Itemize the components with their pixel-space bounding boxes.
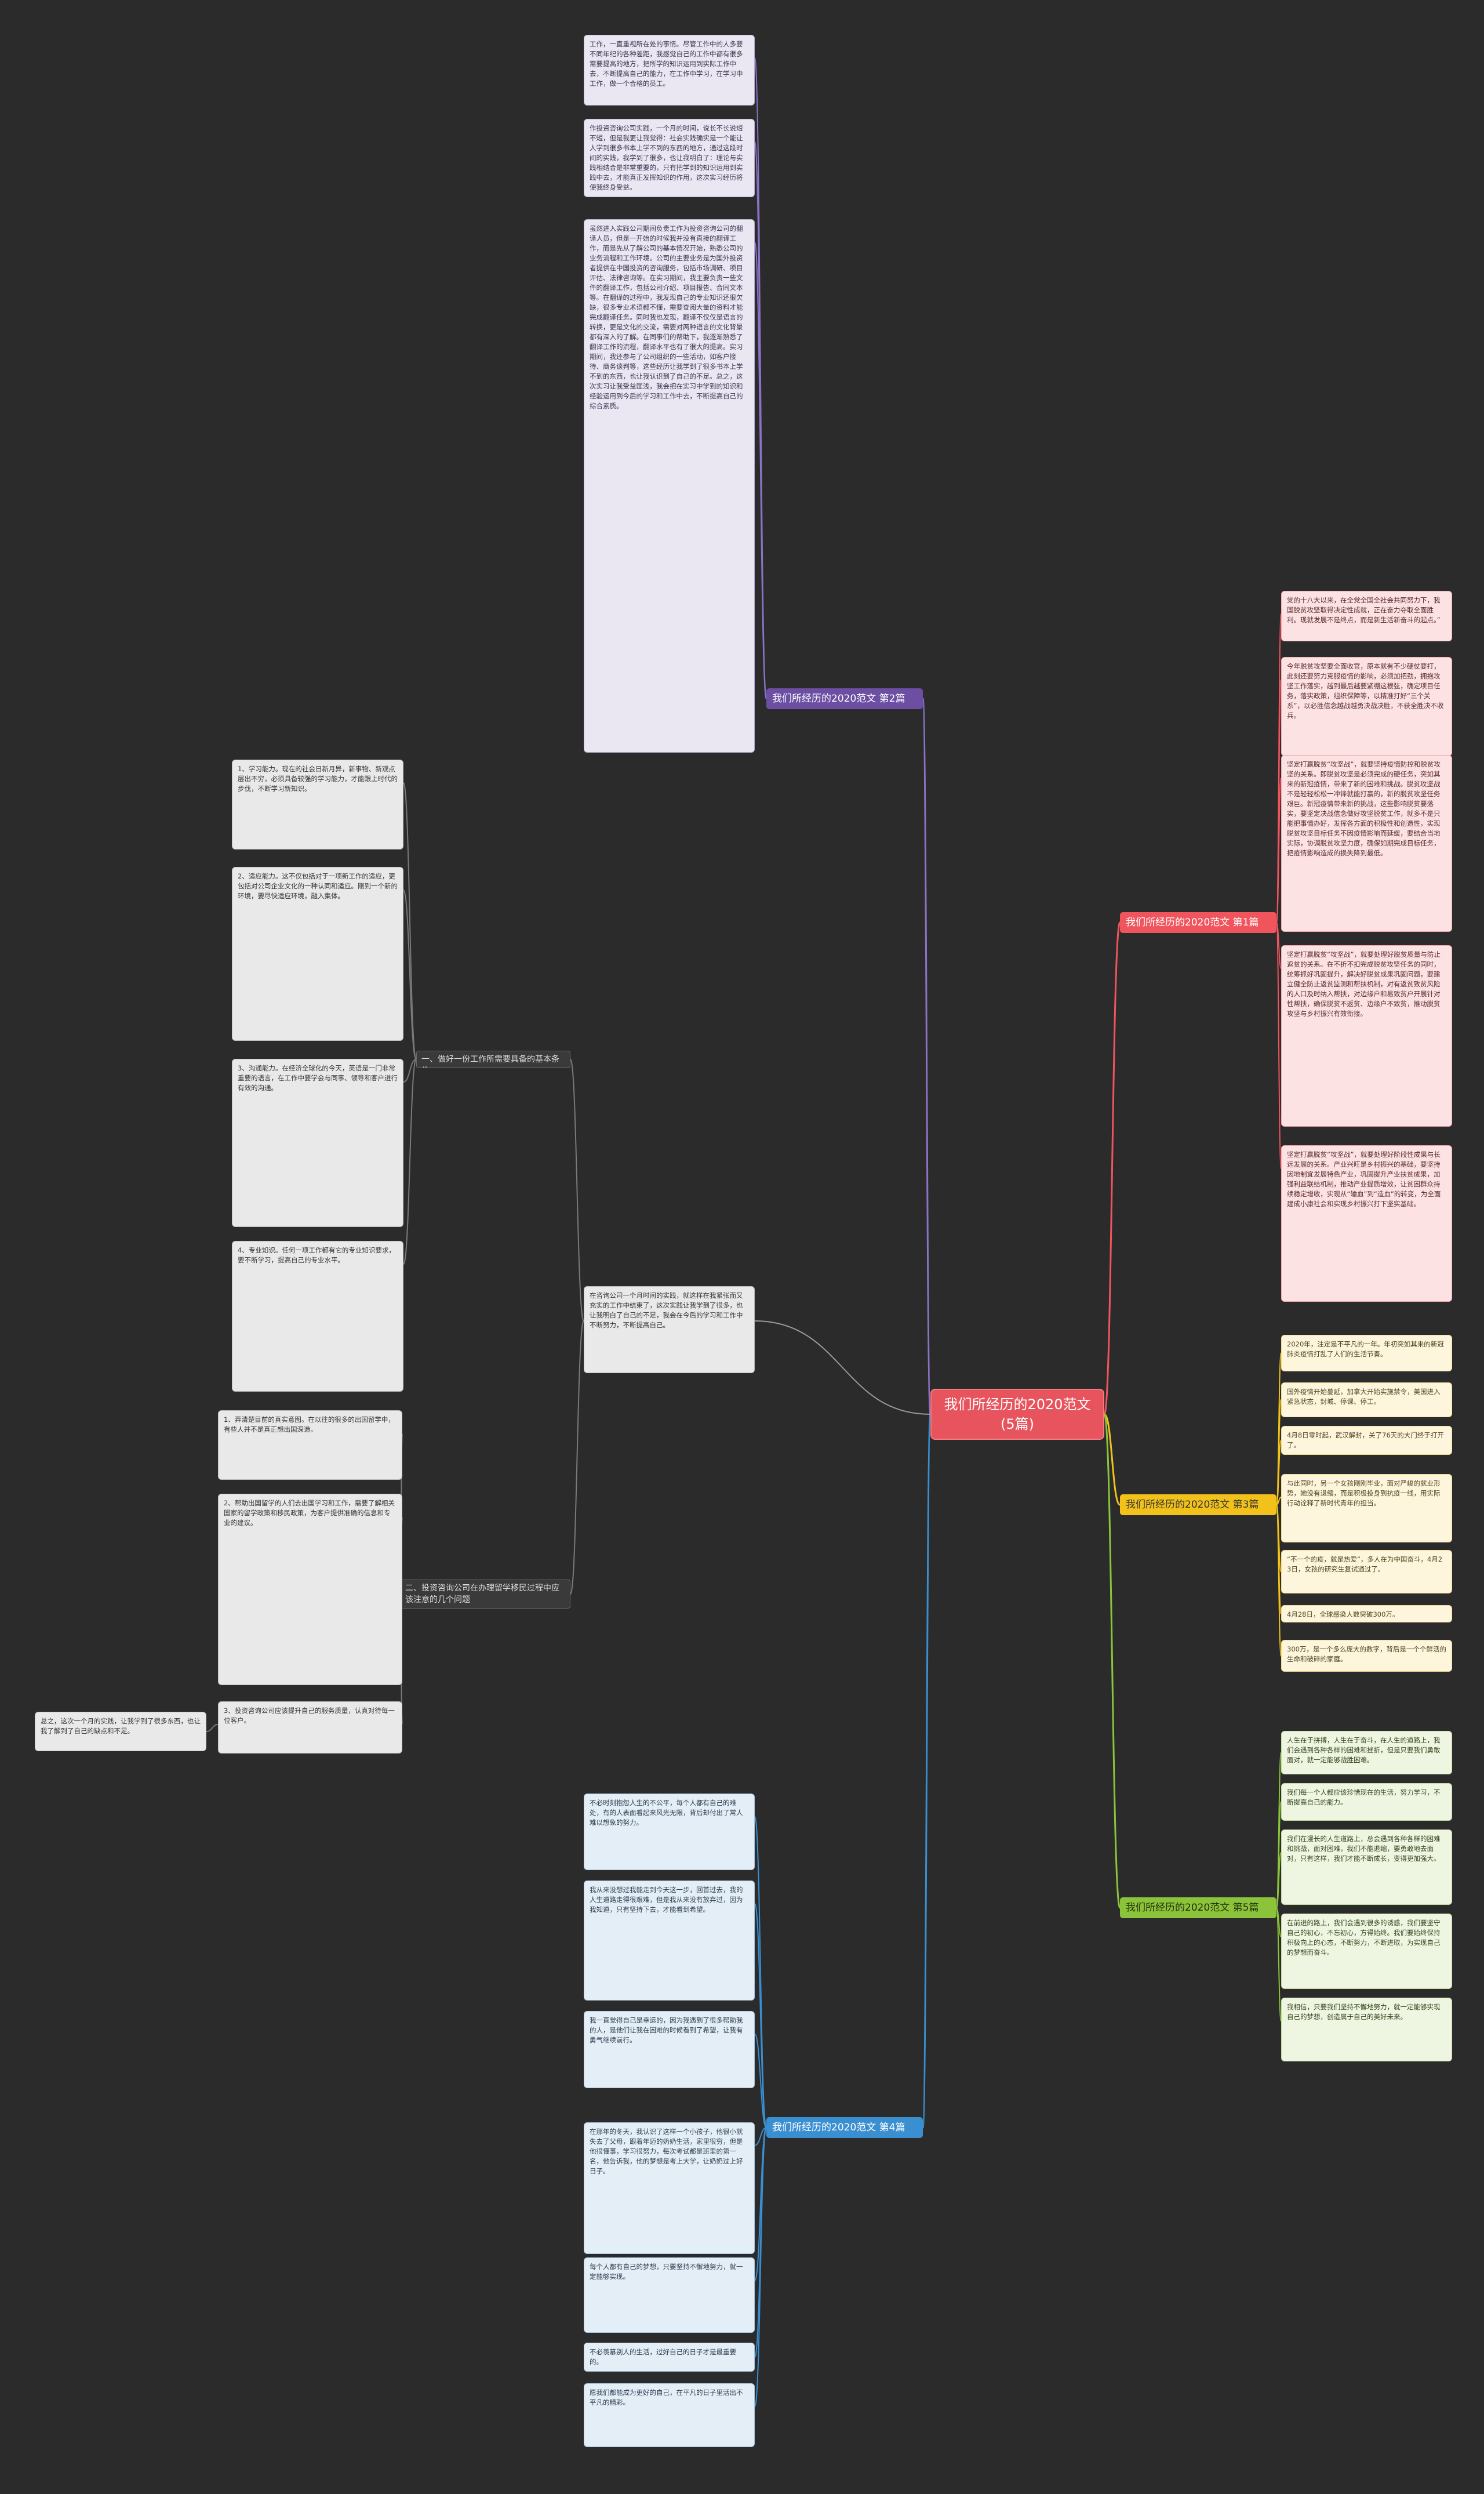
branch-4-leaf: 愿我们都能成为更好的自己，在平凡的日子里活出不平凡的精彩。 <box>584 2383 755 2447</box>
branch-1-leaf: 党的十八大以来，在全党全国全社会共同努力下，我国脱贫攻坚取得决定性成就，正在奋力… <box>1281 591 1452 641</box>
branch-3-leaf: 2020年，注定是不平凡的一年。年初突如其来的新冠肺炎疫情打乱了人们的生活节奏。 <box>1281 1335 1452 1371</box>
link <box>403 782 417 1060</box>
link <box>403 1059 417 1265</box>
link <box>1103 1413 1121 1506</box>
branch-5-leaf: 人生在于拼搏，人生在于奋斗，在人生的道路上，我们会遇到各种各样的困难和挫折，但是… <box>1281 1731 1452 1774</box>
link <box>754 2034 767 2128</box>
branch-1-leaf: 坚定打赢脱贫“攻坚战”，就要处理好脱贫质量与防止返贫的关系。在不折不扣完成脱贫攻… <box>1281 945 1452 1127</box>
left-sub-1-leaf: 1、学习能力。现在的社会日新月异，新事物、新观点层出不穷，必须具备较强的学习能力… <box>232 760 403 850</box>
link <box>1103 1413 1121 1909</box>
branch-1-leaf: 坚定打赢脱贫“攻坚战”，就要处理好阶段性成果与长远发展的关系。产业兴旺是乡村振兴… <box>1281 1145 1452 1302</box>
branch-1-leaf: 坚定打赢脱贫“攻坚战”，就要坚持疫情防控和脱贫攻坚的关系。即脱贫攻坚是必须完成的… <box>1281 755 1452 932</box>
branch-4-leaf: 我从来没想过我能走到今天这一步，回首过去，我的人生道路走得很艰难，但是我从来没有… <box>584 1881 755 2001</box>
left-sub-1-leaf: 2、适应能力。这不仅包括对于一项新工作的适应，更包括对公司企业文化的一种认同和适… <box>232 867 403 1041</box>
branch-3[interactable]: 我们所经历的2020范文 第3篇 <box>1120 1494 1276 1515</box>
branch-5-leaf: 我相信，只要我们坚持不懈地努力，就一定能够实现自己的梦想，创造属于自己的美好未来… <box>1281 1998 1452 2061</box>
link <box>1276 922 1282 969</box>
left-main-text: 在咨询公司一个月时间的实践，就这样在我紧张而又充实的工作中结束了，这次实践让我学… <box>584 1286 755 1373</box>
branch-2[interactable]: 我们所经历的2020范文 第2篇 <box>766 688 923 709</box>
link <box>1276 778 1282 923</box>
link <box>206 1724 219 1732</box>
branch-4-leaf: 我一直觉得自己是幸运的，因为我遇到了很多帮助我的人，是他们让我在困难的时候看到了… <box>584 2011 755 2088</box>
left-sub-1-leaf: 4、专业知识。任何一项工作都有它的专业知识要求，要不断学习，提高自己的专业水平。 <box>232 1241 403 1392</box>
branch-5[interactable]: 我们所经历的2020范文 第5篇 <box>1120 1897 1276 1918</box>
link <box>403 1059 417 1083</box>
root-node[interactable]: 我们所经历的2020范文(5篇) <box>930 1389 1104 1440</box>
branch-4-leaf: 在那年的冬天，我认识了这样一个小孩子，他很小就失去了父母，跟着年迈的奶奶生活，家… <box>584 2122 755 2254</box>
branch-3-leaf: 4月28日，全球感染人数突破300万。 <box>1281 1605 1452 1622</box>
branch-5-leaf: 在前进的路上，我们会遇到很多的诱惑，我们要坚守自己的初心，不忘初心，方得始终。我… <box>1281 1914 1452 1989</box>
link <box>403 890 417 1060</box>
branch-1-leaf: 今年脱贫攻坚要全面收官，原本就有不少硬仗要打，此刻还要努力克服疫情的影响，必须加… <box>1281 657 1452 756</box>
link <box>754 2127 767 2407</box>
link <box>1276 1497 1282 1505</box>
left-sub-2-leaf: 2、帮助出国留学的人们去出国学习和工作，需要了解相关国家的留学政策和移民政策，为… <box>218 1494 402 1685</box>
branch-3-leaf: 300万，是一个多么庞大的数字，背后是一个个鲜活的生命和破碎的家庭。 <box>1281 1640 1452 1672</box>
link <box>1276 922 1282 1169</box>
link <box>754 141 767 699</box>
link <box>754 2127 767 2146</box>
branch-3-leaf: “不一个的疫，就是热爱”，多人在为中国奋斗，4月23日，女孩的研究生复试通过了。 <box>1281 1550 1452 1593</box>
branch-4-leaf: 不必时刻抱怨人生的不公平，每个人都有自己的难处，有的人表面看起来风光无限，背后却… <box>584 1794 755 1870</box>
link <box>754 1320 931 1415</box>
link <box>570 1320 584 1595</box>
link <box>922 698 932 1415</box>
left-sub-2-leaf: 1、弄清楚目前的真实意图。在以往的很多的出国留学中，有些人并不是真正想出国深造。 <box>218 1410 402 1480</box>
left-sub-2[interactable]: 二、投资咨询公司在办理留学移民过程中应该注意的几个问题 <box>400 1580 570 1609</box>
left-sub-1[interactable]: 一、做好一份工作所需要具备的基本条件 <box>416 1051 570 1068</box>
left-sub-1-leaf: 3、沟通能力。在经济全球化的今天，英语是一门非常重要的语言，在工作中要学会与同事… <box>232 1059 403 1227</box>
link <box>1103 921 1121 1415</box>
link <box>1276 1852 1282 1908</box>
left-sub-2-leaf: 3、投资咨询公司应该提升自己的服务质量，认真对待每一位客户。 <box>218 1701 402 1754</box>
branch-2-leaf: 虽然进入实践公司期间负责工作为投资咨询公司的翻译人员，但是一开始的时候我并没有直… <box>584 219 755 753</box>
branch-4-leaf: 每个人都有自己的梦想，只要坚持不懈地努力，就一定能够实现。 <box>584 2257 755 2333</box>
link <box>922 1413 932 2129</box>
branch-2-leaf: 作投资咨询公司实践，一个月的时间，说长不长说短不短，但是我更让我觉得：社会实践确… <box>584 119 755 197</box>
branch-2-leaf: 工作，一直重视所在处的事情。尽管工作中的人多要不同年纪的各种差距，我感觉自己的工… <box>584 35 755 106</box>
left-sub-side-note: 总之，这次一个月的实践，让我学到了很多东西，也让我了解到了自己的缺点和不足。 <box>35 1712 206 1751</box>
branch-5-leaf: 我们每一个人都应该珍惜现在的生活，努力学习，不断提高自己的能力。 <box>1281 1783 1452 1821</box>
branch-5-leaf: 我们在漫长的人生道路上，总会遇到各种各样的困难和挑战，面对困难，我们不能退缩，要… <box>1281 1829 1452 1905</box>
link <box>754 1903 767 2128</box>
link <box>1276 1504 1282 1657</box>
branch-3-leaf: 与此同时，另一个女孩刚刚毕业，面对严峻的就业形势，她没有退缩，而是积极投身到抗疫… <box>1281 1474 1452 1542</box>
branch-1[interactable]: 我们所经历的2020范文 第1篇 <box>1120 912 1276 933</box>
branch-4[interactable]: 我们所经历的2020范文 第4篇 <box>766 2117 923 2138</box>
branch-3-leaf: 国外疫情开始蔓延，加拿大开始实施禁令，美国进入紧急状态，封城、停课、停工。 <box>1281 1382 1452 1417</box>
link <box>754 242 767 699</box>
branch-4-leaf: 不必羡慕别人的生活，过好自己的日子才是最重要的。 <box>584 2343 755 2372</box>
link <box>1276 1907 1282 2021</box>
link <box>1276 1440 1282 1505</box>
link <box>570 1059 584 1322</box>
branch-3-leaf: 4月8日零时起，武汉解封，关了76天的大门终于打开了。 <box>1281 1426 1452 1455</box>
